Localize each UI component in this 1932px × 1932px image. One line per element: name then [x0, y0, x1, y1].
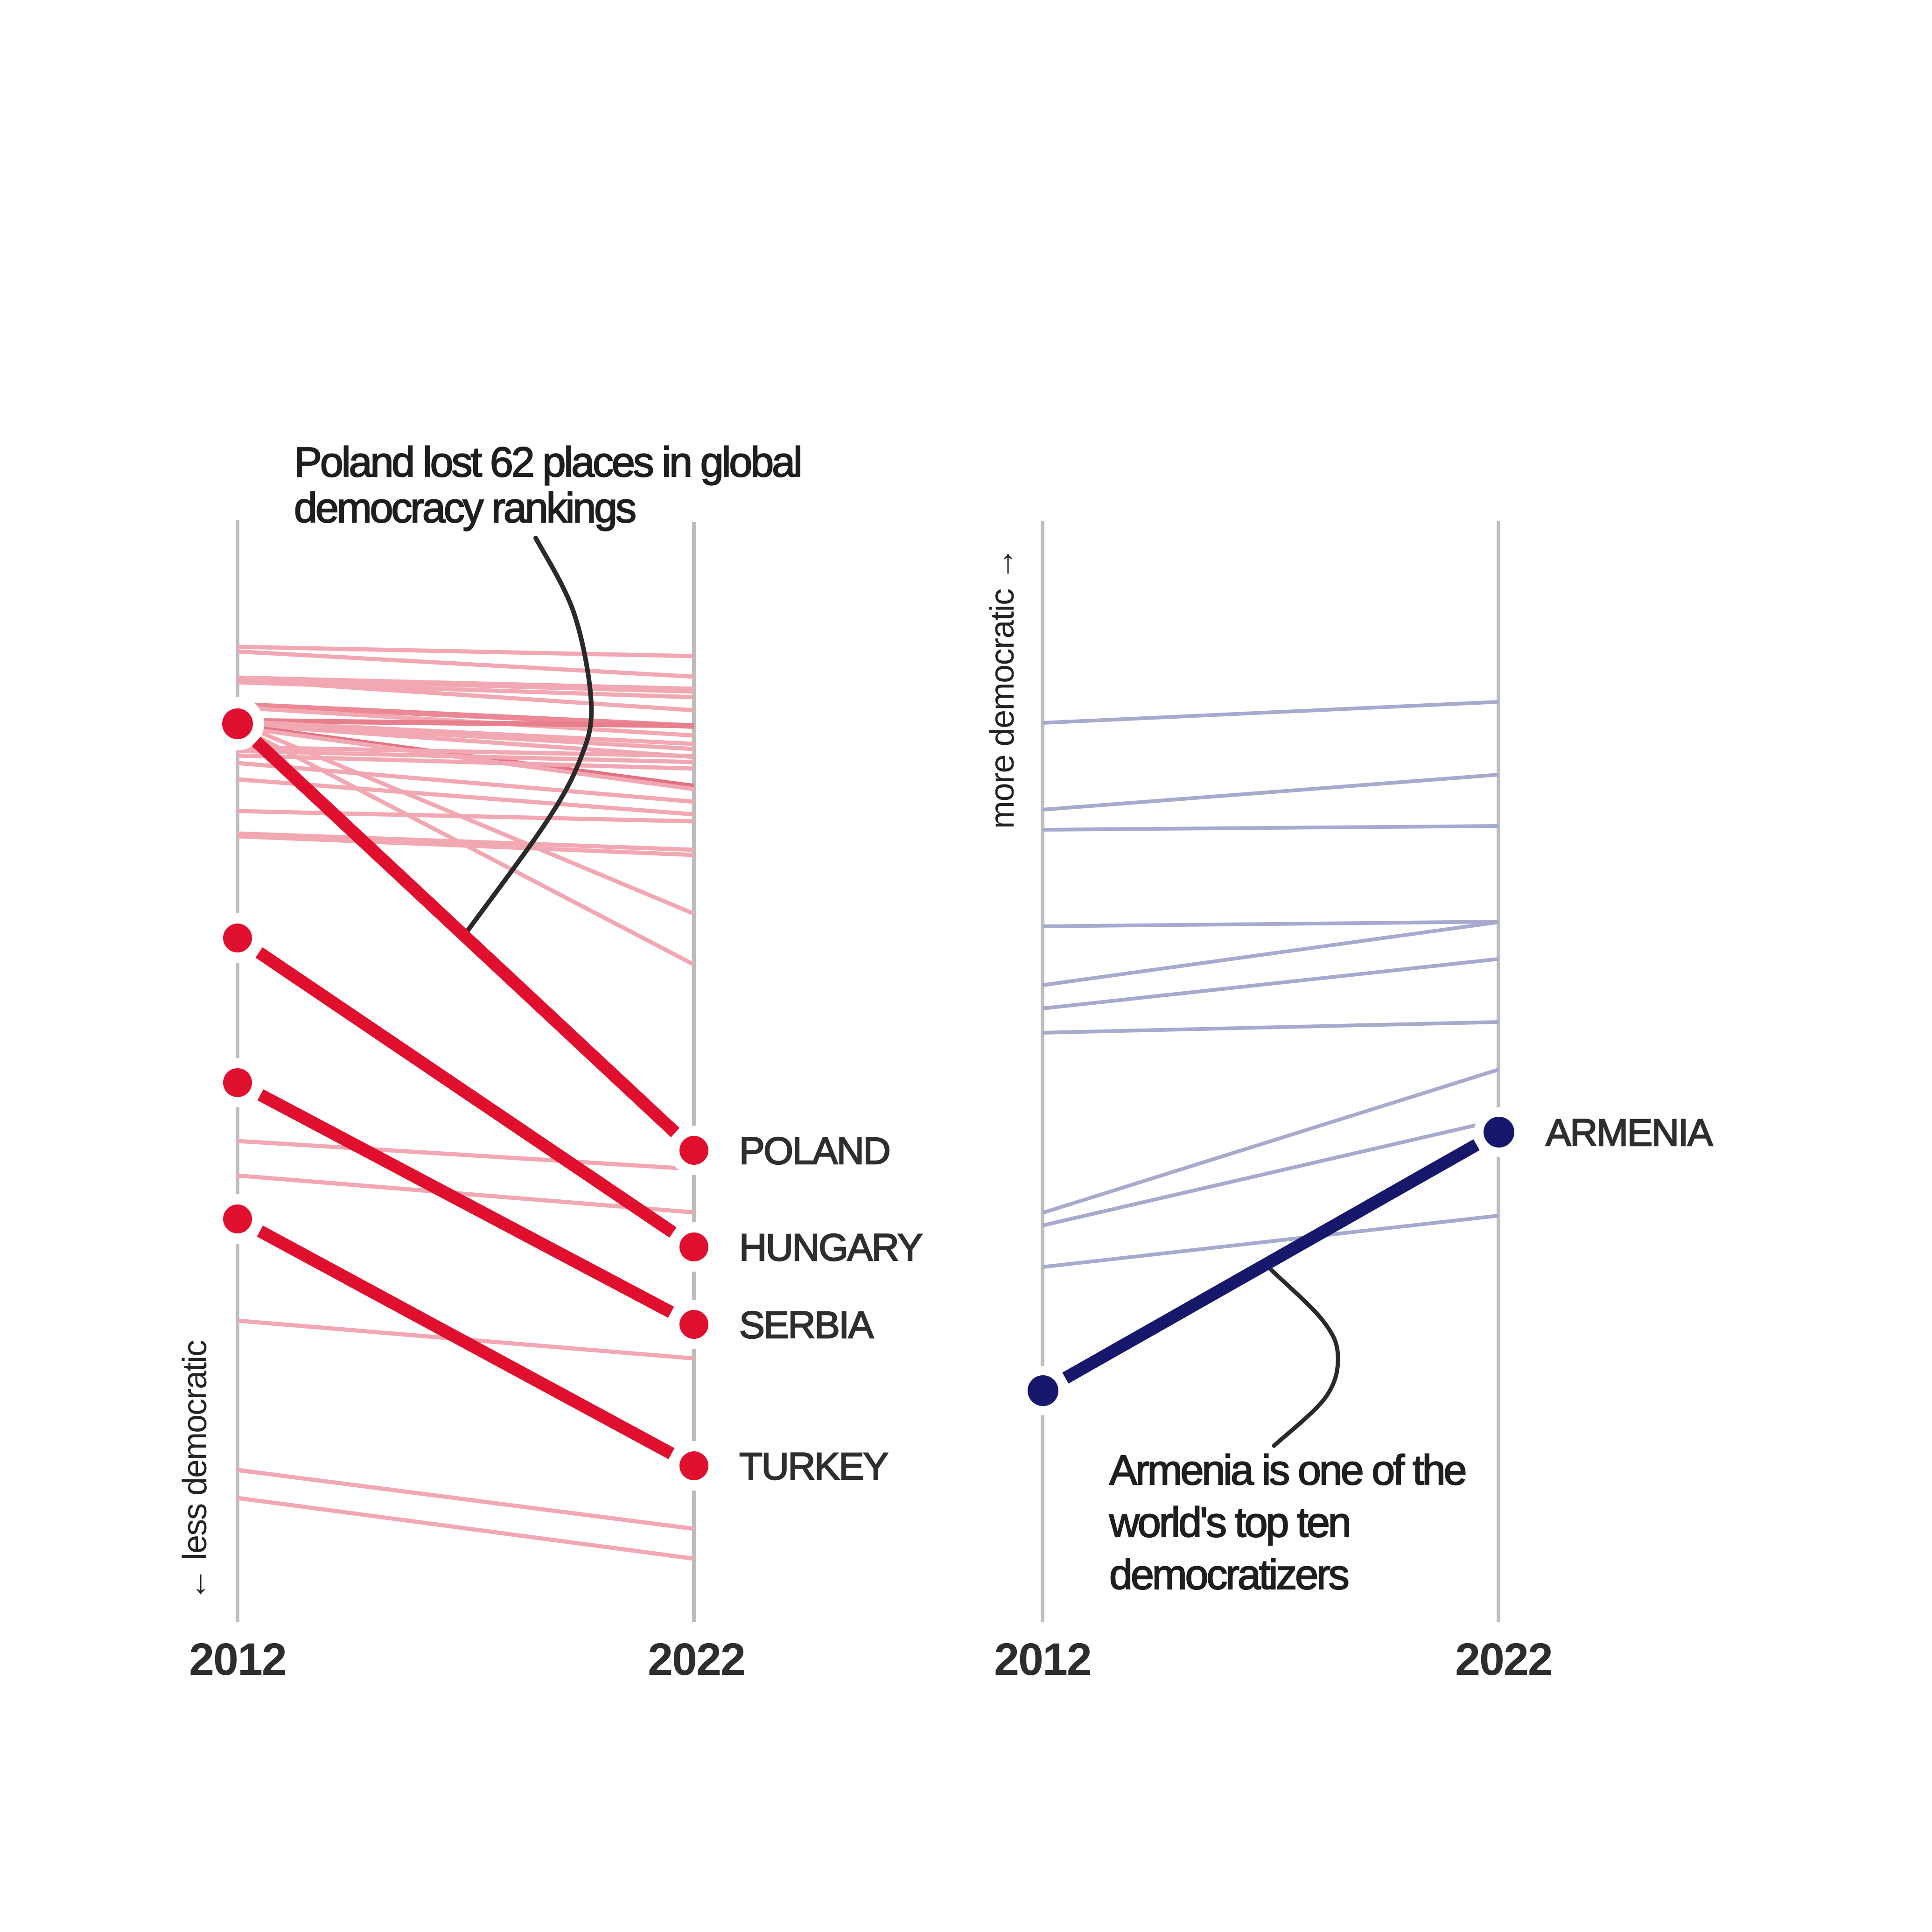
svg-text:SERBIA: SERBIA — [739, 1304, 874, 1346]
svg-text:democratizers: democratizers — [1109, 1552, 1348, 1598]
svg-text:Poland lost 62 places in globa: Poland lost 62 places in global — [294, 439, 801, 486]
svg-text:2022: 2022 — [1455, 1634, 1552, 1685]
svg-text:POLAND: POLAND — [739, 1130, 889, 1172]
svg-text:TURKEY: TURKEY — [739, 1445, 888, 1488]
svg-text:HUNGARY: HUNGARY — [739, 1226, 922, 1269]
svg-text:2012: 2012 — [994, 1634, 1091, 1685]
svg-text:2022: 2022 — [648, 1634, 745, 1685]
svg-text:Armenia is one of the: Armenia is one of the — [1109, 1447, 1465, 1494]
svg-text:← less democratic: ← less democratic — [176, 1340, 214, 1601]
svg-text:democracy rankings: democracy rankings — [294, 485, 635, 532]
svg-text:more democratic →: more democratic → — [984, 547, 1021, 829]
svg-text:world's top ten: world's top ten — [1109, 1499, 1350, 1546]
svg-text:ARMENIA: ARMENIA — [1546, 1112, 1713, 1154]
svg-text:2012: 2012 — [189, 1634, 286, 1685]
